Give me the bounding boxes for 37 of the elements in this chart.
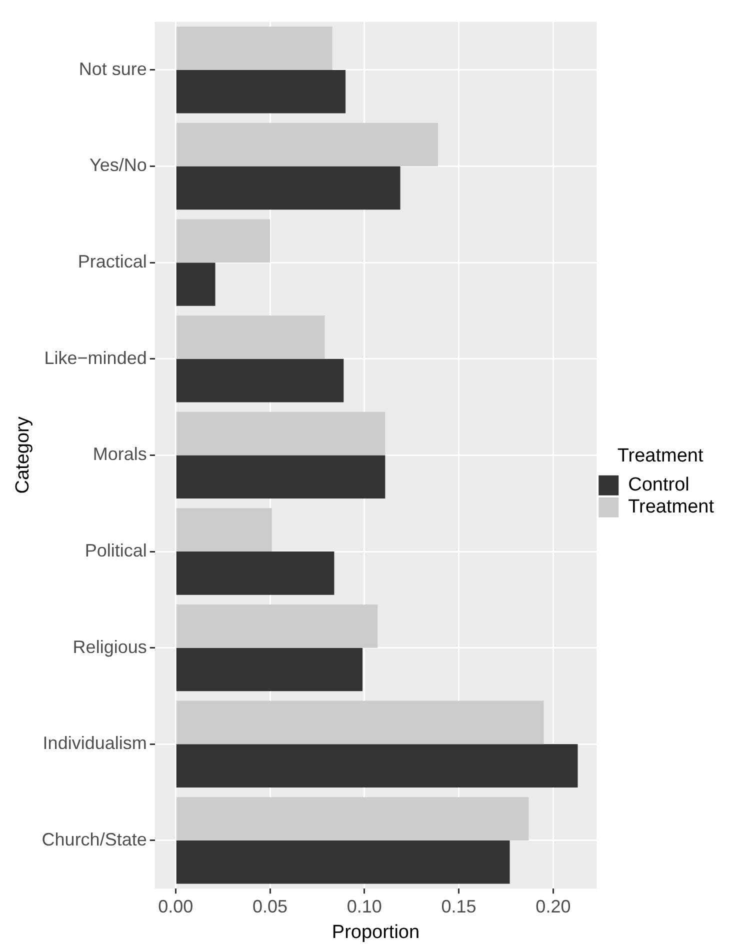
x-tick-label: 0.20 [536,896,571,916]
y-axis-title: Category [12,416,34,494]
bar [176,358,344,402]
bar [176,70,346,114]
bar [176,455,386,499]
y-tick-label: Yes/No [89,155,147,176]
bar [176,412,386,456]
bar [176,840,510,884]
x-tick-label: 0.05 [252,896,288,916]
y-tick-label: Morals [92,444,147,464]
y-tick-label: Like−minded [44,348,147,368]
bar [176,648,363,692]
bar [176,508,272,552]
bar [176,700,544,744]
y-tick-label: Political [84,540,147,560]
bar [176,219,270,263]
bar [176,262,216,306]
x-tick-label: 0.00 [158,896,194,916]
bar [176,166,400,210]
bar [176,604,378,648]
bar [176,122,438,166]
y-tick-label: Practical [78,252,147,272]
bar [176,26,332,70]
legend-title: Treatment [617,445,704,466]
bar [176,552,334,595]
bar [176,744,578,788]
y-tick-label: Not sure [78,58,147,79]
x-tick-label: 0.10 [346,896,382,916]
y-tick-label: Individualism [42,733,147,754]
y-tick-label: Church/State [42,829,147,850]
bar [176,316,325,359]
x-axis-title: Proportion [332,922,420,943]
y-tick-label: Religious [72,636,147,657]
bar [176,797,529,840]
legend-label: Control [628,474,690,496]
legend-label: Treatment [628,496,715,518]
x-tick-label: 0.15 [441,896,476,916]
